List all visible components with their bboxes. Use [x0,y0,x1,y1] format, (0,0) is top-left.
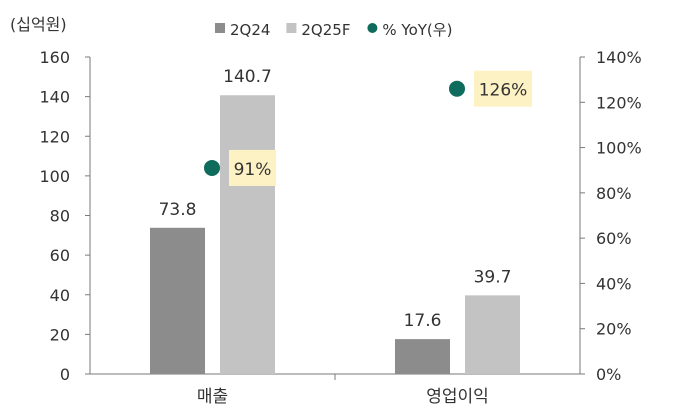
yoy-marker [449,80,465,97]
bar [220,95,275,374]
legend-swatch [286,23,297,33]
x-category-label: 매출 [197,387,228,407]
y-left-tick-label: 20 [50,325,70,344]
y-left-tick-label: 160 [39,48,70,67]
y-right-tick-label: 140% [596,48,642,67]
legend-label: 2Q25F [301,21,350,39]
y-right-tick-label: 40% [596,274,632,293]
bar-value-label: 140.7 [223,67,272,87]
y-left-tick-label: 40 [50,286,70,305]
yoy-marker [204,159,220,176]
y-right-tick-label: 60% [596,229,632,248]
yoy-value-label: 126% [479,81,528,101]
y-left-unit-label: (십억원) [10,15,67,34]
bar [150,227,205,374]
yoy-value-label: 91% [234,160,272,180]
y-left-tick-label: 120 [39,127,70,146]
y-left-tick-label: 60 [50,246,70,265]
y-right-tick-label: 0% [596,365,621,384]
bar-value-label: 17.6 [404,311,442,331]
y-left-tick-label: 140 [39,88,70,107]
bar [465,295,520,374]
y-right-tick-label: 80% [596,184,632,203]
bar-value-label: 39.7 [474,267,512,287]
bar [395,339,450,374]
legend-label: 2Q24 [230,21,270,39]
legend-label: % YoY(우) [382,21,452,39]
y-left-tick-label: 100 [39,167,70,186]
y-right-tick-label: 100% [596,139,642,158]
yoy-label-box [474,70,532,107]
x-category-label: 영업이익 [426,387,489,407]
bar-value-label: 73.8 [159,200,197,220]
y-left-tick-label: 80 [50,207,70,226]
y-right-tick-label: 20% [596,320,632,339]
legend-swatch [215,23,225,33]
legend-marker [367,23,378,33]
y-left-tick-label: 0 [60,365,70,384]
yoy-label-box [229,149,276,186]
y-right-tick-label: 120% [596,93,642,112]
